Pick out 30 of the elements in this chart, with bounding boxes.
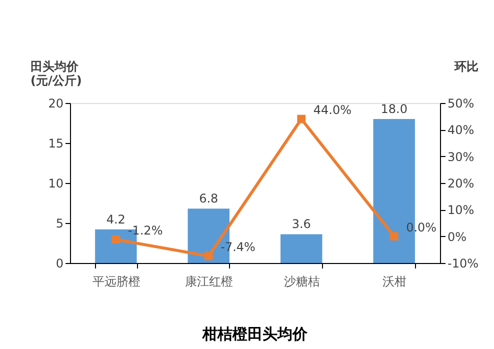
point [297,114,306,124]
y-tick-label: 10 [48,176,64,190]
y2-tick-label: 20% [448,176,474,190]
point [390,232,398,241]
data-label: 3.6 [292,217,311,232]
y-tick-label: 0 [56,256,64,270]
x-tick-label: 平远脐橙 [92,274,140,288]
point [112,235,120,244]
data-label: 44.0% [313,103,352,117]
y-axis-title: 田头均价 (元/公斤) [30,60,82,88]
data-label: 4.2 [106,212,126,226]
x-tick-label: 沃柑 [382,274,407,288]
y-tick-label: 15 [48,136,64,150]
data-label: -1.2% [128,224,163,238]
x-tick-label: 沙糖桔 [284,274,320,288]
y2-axis-title: 环比 [454,60,478,74]
x-tick-label: 康江红橙 [185,274,234,288]
bar [280,234,322,263]
y2-tick-label: -10% [448,256,479,270]
text: 柑桔橙田头均价 [202,325,308,343]
y2-tick-label: 10% [448,203,474,218]
y2-tick-label: 50% [448,96,474,110]
y2-tick-label: 40% [448,123,474,138]
y-tick-label: 5 [56,216,64,230]
point [204,252,213,260]
y2-tick-label: 30% [448,150,474,164]
y-tick-label: 20 [48,96,64,110]
data-label: 18.0 [380,102,408,116]
data-label: 6.8 [199,192,218,206]
y2-tick-label: 0% [448,230,467,244]
